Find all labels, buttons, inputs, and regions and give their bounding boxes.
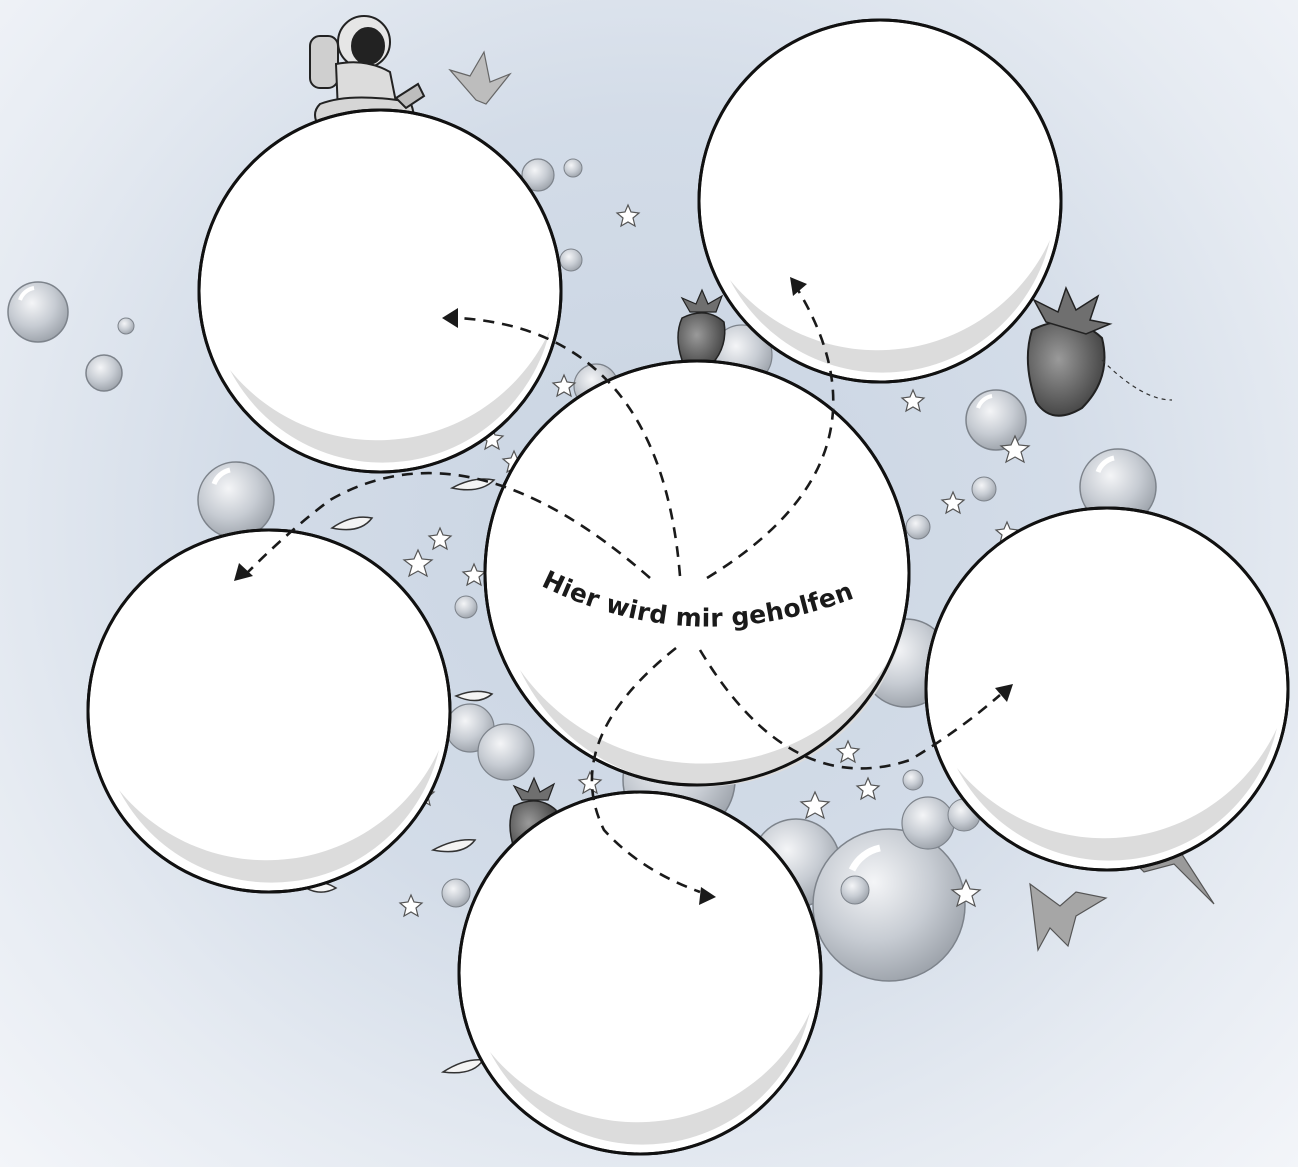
feather-icon [454, 690, 494, 702]
soap-bubble-icon [117, 317, 135, 335]
bubble-bottom[interactable] [457, 790, 823, 1156]
feather-icon [330, 516, 374, 531]
origami-crane-icon [1029, 882, 1108, 952]
star-icon [950, 878, 982, 908]
soap-bubble-icon [441, 878, 471, 908]
arrow-head [234, 563, 253, 581]
soap-bubble-icon [563, 158, 583, 178]
star-icon [427, 526, 453, 551]
soap-bubble-icon [197, 461, 275, 539]
star-icon [398, 893, 424, 918]
bubble-top-left[interactable] [197, 108, 563, 474]
soap-bubble-icon [901, 796, 955, 850]
arrow-to-top-left [457, 316, 682, 577]
arrow-to-left [247, 471, 651, 579]
bubble-center [483, 359, 911, 787]
star-icon [402, 548, 434, 578]
soap-bubble-icon [965, 389, 1027, 451]
star-icon [940, 490, 966, 515]
soap-bubble-icon [521, 158, 555, 192]
star-icon [551, 373, 577, 398]
feather-icon [440, 1059, 485, 1074]
soap-bubble-icon [454, 595, 478, 619]
star-icon [855, 776, 881, 801]
bubble-right[interactable] [924, 506, 1290, 872]
stars-decor [398, 203, 1031, 918]
star-icon [999, 434, 1031, 464]
star-icon [799, 790, 831, 820]
bubble-left[interactable] [86, 528, 452, 894]
arrow-head [995, 684, 1013, 702]
arrow-to-right [698, 649, 1001, 770]
star-icon [461, 562, 487, 587]
bubble-top-right[interactable] [697, 18, 1063, 384]
soap-bubble-icon [905, 514, 931, 540]
arrow-head [442, 308, 458, 328]
arrow-head [790, 277, 807, 296]
feather-icon [430, 838, 477, 853]
soap-bubble-icon [812, 828, 966, 982]
arrow-to-top-right [706, 289, 835, 580]
connector-arrows [234, 277, 1013, 905]
soap-bubble-icon [840, 875, 870, 905]
soap-bubble-icon [477, 723, 535, 781]
origami-crane-icon [448, 50, 512, 105]
soap-bubble-icon [85, 354, 123, 392]
soap-bubble-icon [971, 476, 997, 502]
arrow-head [699, 887, 716, 905]
star-icon [900, 388, 926, 413]
soap-bubble-icon [1079, 448, 1157, 526]
soap-bubble-icon [902, 769, 924, 791]
arrow-to-bottom [590, 646, 701, 894]
soap-bubble-icon [7, 281, 69, 343]
star-icon [615, 203, 641, 228]
star-icon [835, 739, 861, 764]
strawberry-icon [677, 288, 726, 369]
strawberry-icon [1026, 285, 1173, 417]
soap-bubble-icon [559, 248, 583, 272]
star-icon [577, 770, 603, 795]
